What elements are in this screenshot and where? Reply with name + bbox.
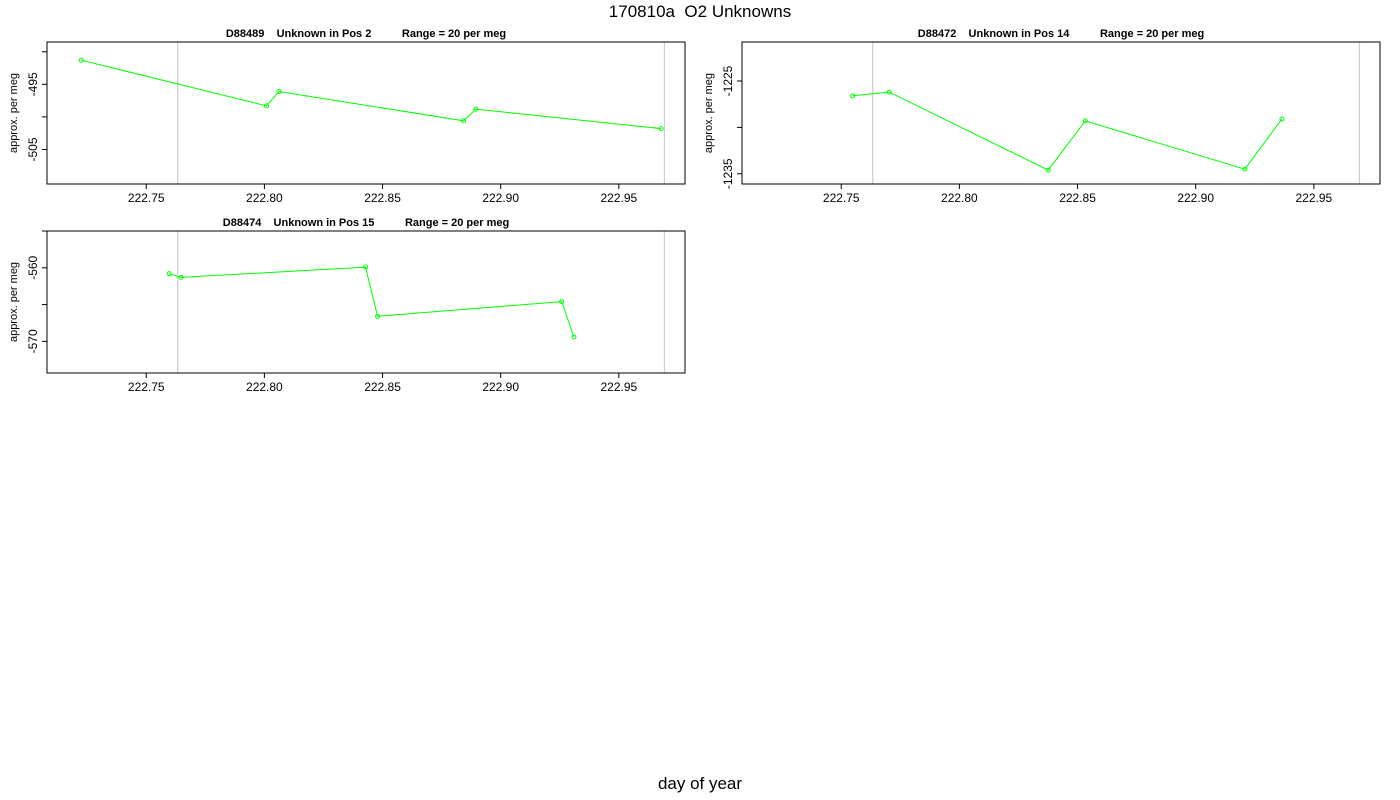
- panel-1-y-tick-label-3: -495: [26, 72, 40, 96]
- panel-3-data-point-1: [166, 271, 172, 277]
- panel-1-data-point-4: [461, 118, 467, 124]
- panel-2-y-axis-label: approx. per meg: [703, 73, 715, 153]
- panel-2-x-tick-label-1: 222.75: [823, 191, 860, 205]
- panel-3-y-tick-label-1: -570: [26, 329, 40, 353]
- panel-3-x-tick-label-1: 222.75: [128, 380, 165, 394]
- panel-1-series-line: [81, 59, 662, 130]
- panel-1-x-tick-label-4: 222.90: [482, 191, 519, 205]
- panel-3-data-point-2: [178, 274, 184, 280]
- panel-2-data-point-3: [1045, 167, 1051, 173]
- panel-3-series-line: [169, 266, 575, 338]
- panel-1-y-axis-label: approx. per meg: [8, 73, 20, 153]
- panel-2-series-line: [852, 91, 1283, 171]
- panel-3-data-point-5: [559, 299, 565, 305]
- panel-1-x-tick-label-1: 222.75: [128, 191, 165, 205]
- panel-3-data-point-4: [375, 313, 381, 319]
- panel-3-data-point-6: [571, 334, 577, 340]
- panel-2-x-tick-label-5: 222.95: [1295, 191, 1332, 205]
- panel-3-x-tick-label-4: 222.90: [482, 380, 519, 394]
- panel-2-data-point-2: [886, 89, 892, 95]
- panel-3-x-tick-label-5: 222.95: [600, 380, 637, 394]
- figure-title: 170810a O2 Unknowns: [608, 2, 792, 21]
- panel-3-x-tick-label-2: 222.80: [246, 380, 283, 394]
- x-axis-label: day of year: [657, 774, 743, 793]
- panel-3-y-tick-label-3: -560: [26, 255, 40, 279]
- panel-2-data-point-5: [1242, 166, 1248, 172]
- panel-2-y-tick-label-3: -1225: [721, 65, 735, 96]
- panel-2-x-tick-label-2: 222.80: [941, 191, 978, 205]
- panel-1-data-point-2: [264, 103, 270, 109]
- panel-1-data-point-5: [473, 106, 479, 112]
- panel-2-y-tick-label-1: -1235: [721, 158, 735, 189]
- panel-1-data-point-6: [658, 126, 664, 132]
- panel-1-data-point-1: [78, 57, 84, 63]
- panel-2-x-tick-label-4: 222.90: [1177, 191, 1214, 205]
- panel-1-data-point-3: [276, 89, 282, 95]
- panel-3-frame: [46, 230, 686, 374]
- panel-2-data-point-1: [850, 93, 856, 99]
- panel-2-x-tick-label-3: 222.85: [1059, 191, 1096, 205]
- panel-1-x-tick-label-2: 222.80: [246, 191, 283, 205]
- panel-2-data-point-6: [1279, 116, 1285, 122]
- panel-1-y-tick-label-1: -505: [26, 137, 40, 161]
- panel-1-frame: [46, 41, 686, 185]
- panel-1-x-tick-label-3: 222.85: [364, 191, 401, 205]
- panel-3-x-tick-label-3: 222.85: [364, 380, 401, 394]
- panel-2-data-point-4: [1082, 118, 1088, 124]
- panel-2-title: D88472 Unknown in Pos 14 Range = 20 per …: [918, 28, 1204, 40]
- panel-2-frame: [741, 41, 1381, 185]
- panel-1-title: D88489 Unknown in Pos 2 Range = 20 per m…: [226, 28, 506, 40]
- panel-3-title: D88474 Unknown in Pos 15 Range = 20 per …: [223, 217, 509, 229]
- panel-3-data-point-3: [363, 264, 369, 270]
- panel-1-x-tick-label-5: 222.95: [600, 191, 637, 205]
- panel-3-y-axis-label: approx. per meg: [8, 262, 20, 342]
